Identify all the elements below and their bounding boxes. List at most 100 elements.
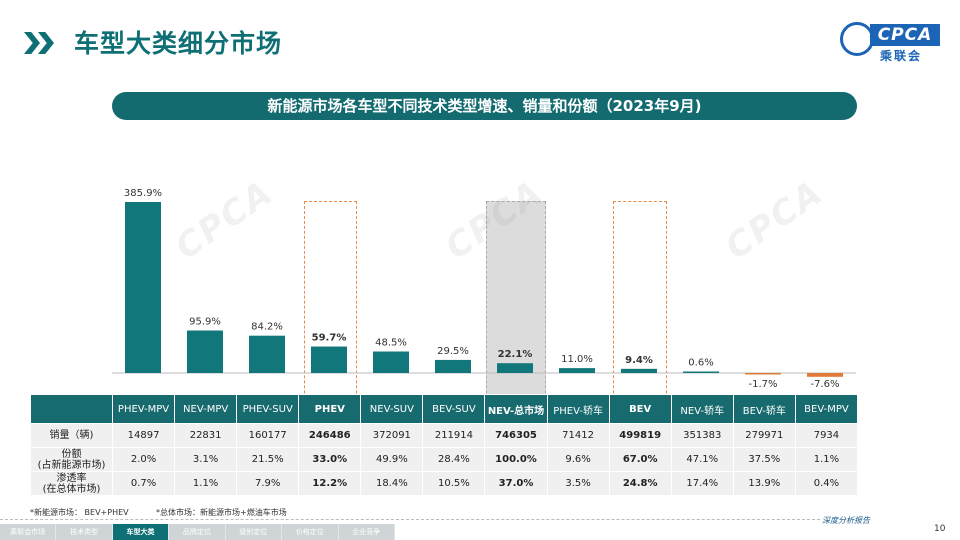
data-label-NEV-SUV: 48.5%: [375, 338, 407, 349]
column-header: NEV-总市场: [484, 394, 548, 424]
table-corner: [30, 394, 113, 424]
column-header: PHEV: [298, 394, 362, 424]
table-cell: 0.7%: [111, 471, 176, 496]
data-label-NEV-MPV: 95.9%: [189, 317, 221, 328]
report-tagline: 深度分析报告: [822, 516, 870, 525]
table-row: 渗透率 (在总体市场) 0.7% 1.1% 7.9% 12.2% 18.4% 10.5% 37…: [30, 471, 859, 496]
table-cell: 100.0%: [484, 447, 548, 472]
nav-item[interactable]: 品牌定位: [169, 524, 226, 540]
table-row: 销量（辆) 14897 22831 160177 246486 372091 211914 7…: [30, 423, 859, 448]
column-header: NEV-SUV: [360, 394, 424, 424]
table-cell: 17.4%: [670, 471, 734, 496]
data-label-PHEV-轿车: 11.0%: [561, 354, 593, 365]
bar-NEV-MPV: [187, 330, 223, 373]
table-cell: 71412: [546, 423, 610, 448]
table-cell: 37.0%: [484, 471, 548, 496]
column-header: PHEV-MPV: [111, 394, 176, 424]
table-cell: 37.5%: [732, 447, 796, 472]
section-nav: 乘联会市场 技术类型 车型大类 品牌定位 级别定位 价格定位 企业竞争: [0, 524, 395, 540]
nav-item[interactable]: 技术类型: [56, 524, 113, 540]
bar-BEV: [621, 368, 657, 373]
note-nev-definition: *新能源市场： BEV+PHEV: [30, 508, 129, 517]
table-cell: 246486: [298, 423, 362, 448]
nav-item[interactable]: 价格定位: [282, 524, 339, 540]
page-number: 10: [934, 524, 946, 534]
row-label: 渗透率 (在总体市场): [30, 471, 113, 496]
table-cell: 13.9%: [732, 471, 796, 496]
table-cell: 12.2%: [298, 471, 362, 496]
column-header: PHEV-轿车: [546, 394, 610, 424]
column-header: BEV-MPV: [794, 394, 859, 424]
data-label-BEV-轿车: -1.7%: [748, 379, 777, 390]
data-label-BEV-MPV: -7.6%: [810, 379, 839, 390]
table-cell: 24.8%: [608, 471, 672, 496]
table-cell: 160177: [236, 423, 300, 448]
data-label-PHEV-SUV: 84.2%: [251, 322, 283, 333]
table-cell: 28.4%: [422, 447, 486, 472]
table-cell: 3.1%: [174, 447, 238, 472]
data-label-PHEV-MPV: 385.9%: [124, 188, 162, 199]
table-header-row: PHEV-MPV NEV-MPV PHEV-SUV PHEV NEV-SUV BEV-SU…: [30, 394, 859, 424]
table-cell: 22831: [174, 423, 238, 448]
table-row: 份额 (占新能源市场) 2.0% 3.1% 21.5% 33.0% 49.9% 28.4% 1…: [30, 447, 859, 472]
table-cell: 1.1%: [174, 471, 238, 496]
bar-PHEV-轿车: [559, 368, 595, 373]
bar-PHEV-MPV: [125, 202, 161, 373]
logo-text: CPCA: [870, 24, 940, 46]
column-header: BEV-轿车: [732, 394, 796, 424]
table-cell: 7934: [794, 423, 859, 448]
nav-item[interactable]: 乘联会市场: [0, 524, 57, 540]
footer-divider: [0, 519, 820, 520]
table-cell: 47.1%: [670, 447, 734, 472]
data-label-NEV-轿车: 0.6%: [688, 358, 713, 369]
bar-PHEV-SUV: [249, 335, 285, 373]
table-cell: 0.4%: [794, 471, 859, 496]
table-cell: 211914: [422, 423, 486, 448]
data-label-PHEV: 59.7%: [312, 333, 347, 344]
bar-BEV-SUV: [435, 359, 471, 373]
table-cell: 9.6%: [546, 447, 610, 472]
table-cell: 1.1%: [794, 447, 859, 472]
column-header: NEV-MPV: [174, 394, 238, 424]
chart-title-banner: 新能源市场各车型不同技术类型增速、销量和份额（2023年9月): [112, 92, 857, 120]
table-cell: 18.4%: [360, 471, 424, 496]
bar-NEV-总市场: [497, 363, 533, 373]
table-cell: 2.0%: [111, 447, 176, 472]
table-cell: 14897: [111, 423, 176, 448]
column-header: NEV-轿车: [670, 394, 734, 424]
table-cell: 10.5%: [422, 471, 486, 496]
nav-item[interactable]: 企业竞争: [339, 524, 395, 540]
table-cell: 746305: [484, 423, 548, 448]
data-label-BEV: 9.4%: [625, 355, 653, 366]
table-cell: 3.5%: [546, 471, 610, 496]
column-header: PHEV-SUV: [236, 394, 300, 424]
bar-NEV-SUV: [373, 351, 409, 373]
page-title: 车型大类细分市场: [74, 29, 283, 58]
table-cell: 499819: [608, 423, 672, 448]
table-cell: 67.0%: [608, 447, 672, 472]
table-cell: 33.0%: [298, 447, 362, 472]
table-cell: 372091: [360, 423, 424, 448]
table-cell: 351383: [670, 423, 734, 448]
column-header: BEV-SUV: [422, 394, 486, 424]
row-label: 份额 (占新能源市场): [30, 447, 113, 472]
data-table: PHEV-MPV NEV-MPV PHEV-SUV PHEV NEV-SUV BEV-SU…: [30, 394, 859, 496]
nav-item[interactable]: 车型大类: [112, 524, 170, 540]
table-cell: 7.9%: [236, 471, 300, 496]
bar-BEV-MPV: [807, 373, 843, 377]
table-cell: 21.5%: [236, 447, 300, 472]
bar-NEV-轿车: [683, 371, 719, 373]
bar-BEV-轿车: [745, 373, 781, 375]
data-label-BEV-SUV: 29.5%: [437, 346, 469, 357]
table-cell: 49.9%: [360, 447, 424, 472]
logo-cn: 乘联会: [880, 49, 923, 63]
cpca-logo: CPCA 乘联会: [840, 16, 948, 63]
row-label: 销量（辆): [30, 423, 113, 448]
data-label-NEV-总市场: 22.1%: [498, 349, 533, 360]
note-total-definition: *总体市场：新能源市场+燃油车市场: [156, 508, 287, 517]
nav-item[interactable]: 级别定位: [226, 524, 283, 540]
bar-PHEV: [311, 346, 347, 373]
table-cell: 279971: [732, 423, 796, 448]
column-header: BEV: [608, 394, 672, 424]
